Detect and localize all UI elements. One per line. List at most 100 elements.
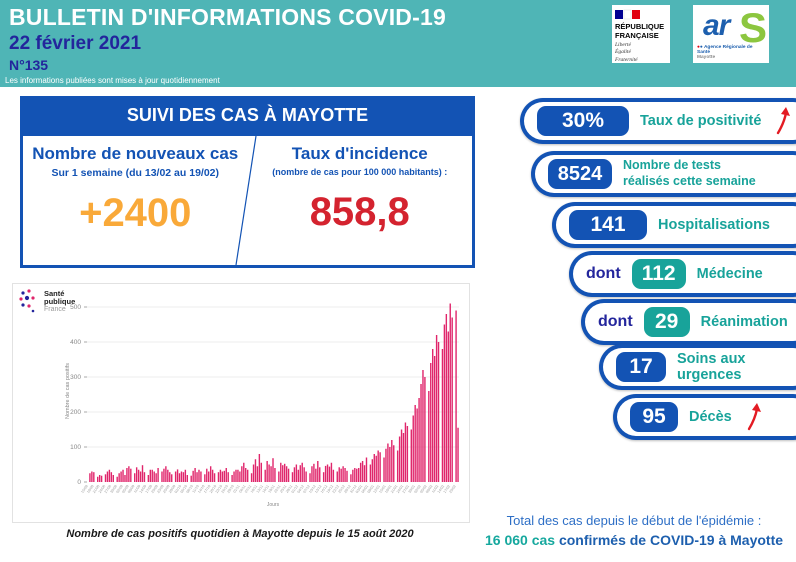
incidence-value: 858,8 (309, 190, 410, 234)
bulletin-issue-number: N°135 (9, 57, 49, 73)
svg-text:100: 100 (70, 444, 81, 451)
incidence-subtitle: (nombre de cas pour 100 000 habitants) : (272, 167, 448, 177)
svg-text:26/10: 26/10 (221, 484, 229, 494)
bulletin-date: 22 février 2021 (9, 33, 142, 54)
svg-text:28/11: 28/11 (285, 484, 293, 493)
chart-panel: Santé publique France 0 100 200 300 400 500 15… (12, 283, 470, 523)
deces-label: Décès (689, 409, 732, 425)
svg-text:19/12: 19/12 (326, 484, 334, 494)
total-cases-suffix: confirmés de COVID-19 à Mayotte (558, 532, 784, 548)
rf-motto-line2: Égalité (615, 49, 631, 56)
urgences-badge: 17 (616, 352, 666, 382)
svg-text:24/01: 24/01 (396, 484, 404, 494)
svg-text:17/10: 17/10 (203, 484, 211, 494)
svg-text:21/01: 21/01 (390, 484, 398, 494)
svg-text:24/08: 24/08 (98, 484, 106, 494)
svg-text:11/10: 11/10 (192, 484, 200, 493)
svg-text:06/01: 06/01 (361, 484, 369, 494)
svg-text:05/09: 05/09 (121, 484, 129, 494)
svg-text:17/09: 17/09 (145, 484, 153, 494)
update-note: Les informations publiées sont mises à j… (5, 76, 220, 85)
svg-text:08/10: 08/10 (186, 484, 194, 494)
spf-logo-line2: publique (44, 297, 76, 307)
french-flag-icon (615, 9, 640, 20)
positivity-rate-label: Taux de positivité (640, 113, 762, 129)
rf-motto-line3: Fraternité (615, 56, 638, 63)
urgences-label: Soins aux urgences (677, 351, 746, 383)
reanimation-prefix: dont (598, 313, 633, 330)
new-cases-title: Nombre de nouveaux cas (32, 144, 239, 163)
republique-francaise-logo: RÉPUBLIQUE FRANÇAISE Liberté Égalité Fra… (612, 5, 670, 63)
suivi-cas-box: SUIVI DES CAS À MAYOTTE Nombre de nouvea… (20, 96, 475, 268)
reanimation-label: Réanimation (700, 314, 788, 330)
svg-text:13/11: 13/11 (256, 484, 264, 493)
svg-text:0: 0 (77, 479, 81, 486)
svg-text:11/09: 11/09 (133, 484, 141, 493)
tests-label-line2: réalisés cette semaine (623, 174, 756, 188)
svg-text:500: 500 (70, 304, 81, 311)
svg-text:21/08: 21/08 (92, 484, 100, 494)
svg-text:300: 300 (70, 374, 81, 381)
svg-text:16/11: 16/11 (262, 484, 270, 493)
svg-text:05/10: 05/10 (180, 484, 188, 494)
spf-logo-line1: Santé (44, 288, 65, 298)
svg-text:27/08: 27/08 (104, 484, 112, 494)
incidence-column: Taux d'incidence (nombre de cas pour 100… (248, 136, 473, 265)
svg-text:12/01: 12/01 (373, 484, 381, 494)
svg-text:10/12: 10/12 (308, 484, 316, 494)
hospitalisations-badge: 141 (569, 210, 647, 240)
svg-text:02/02: 02/02 (413, 484, 421, 494)
rf-name-line1: RÉPUBLIQUE (615, 22, 665, 31)
sante-publique-france-logo: Santé publique France (18, 289, 75, 315)
svg-text:22/11: 22/11 (273, 484, 281, 493)
spf-dots-icon (19, 289, 35, 313)
medecine-prefix: dont (586, 265, 621, 282)
new-cases-subtitle: Sur 1 semaine (du 13/02 au 19/02) (51, 167, 220, 179)
stat-pill-reanimation: dont 29 Réanimation (581, 299, 796, 345)
svg-text:01/12: 01/12 (291, 484, 299, 494)
svg-text:02/09: 02/09 (115, 484, 123, 494)
new-cases-column: Nombre de nouveaux cas Sur 1 semaine (du… (23, 136, 248, 265)
stat-pill-hospitalisations: 141 Hospitalisations (552, 202, 796, 248)
svg-text:28/12: 28/12 (343, 484, 351, 494)
svg-text:400: 400 (70, 339, 81, 346)
new-cases-value: +2400 (79, 191, 192, 235)
svg-text:25/12: 25/12 (337, 484, 345, 494)
svg-text:27/01: 27/01 (402, 484, 410, 494)
svg-text:30/08: 30/08 (110, 484, 118, 494)
stat-pill-nombre-tests: 8524 Nombre de tests réalisés cette sema… (531, 151, 796, 197)
svg-text:11/02: 11/02 (431, 484, 439, 493)
svg-text:31/12: 31/12 (349, 484, 357, 494)
svg-text:15/01: 15/01 (378, 484, 386, 494)
svg-text:01/11: 01/11 (232, 484, 240, 493)
stat-pill-deces: 95 Décès (613, 394, 796, 440)
svg-text:Jours: Jours (267, 502, 280, 508)
tests-label-line1: Nombre de tests (623, 158, 721, 173)
ars-wordmark: ar S (697, 4, 767, 51)
incidence-title: Taux d'incidence (291, 144, 428, 163)
svg-text:04/12: 04/12 (297, 484, 305, 494)
cases-bar-chart: 010020030040050015/0818/0821/0824/0827/0… (65, 303, 459, 508)
ars-mayotte-logo: ar S ●● Agence Régionale de Santé Mayott… (693, 4, 769, 63)
deces-badge: 95 (630, 402, 678, 432)
page-title: BULLETIN D'INFORMATIONS COVID-19 (9, 4, 446, 30)
ars-org-name: Agence Régionale de Santé (697, 45, 753, 55)
svg-text:29/10: 29/10 (226, 484, 234, 494)
increase-arrow-icon (777, 107, 791, 135)
increase-arrow-icon (747, 403, 761, 431)
spf-logo-line3: France (44, 306, 66, 314)
svg-text:07/11: 07/11 (244, 484, 252, 493)
svg-text:25/11: 25/11 (279, 484, 287, 493)
svg-text:02/10: 02/10 (174, 484, 182, 494)
suivi-box-title: SUIVI DES CAS À MAYOTTE (20, 96, 475, 136)
medecine-label: Médecine (696, 266, 763, 282)
positivity-rate-badge: 30% (537, 106, 629, 136)
chart-caption: Nombre de cas positifs quotidien à Mayot… (66, 528, 414, 540)
svg-text:14/02: 14/02 (437, 484, 445, 494)
svg-text:20/09: 20/09 (150, 484, 158, 494)
svg-text:08/09: 08/09 (127, 484, 135, 494)
svg-text:10/11: 10/11 (250, 484, 258, 493)
svg-text:30/01: 30/01 (408, 484, 416, 494)
svg-text:29/09: 29/09 (168, 484, 176, 494)
